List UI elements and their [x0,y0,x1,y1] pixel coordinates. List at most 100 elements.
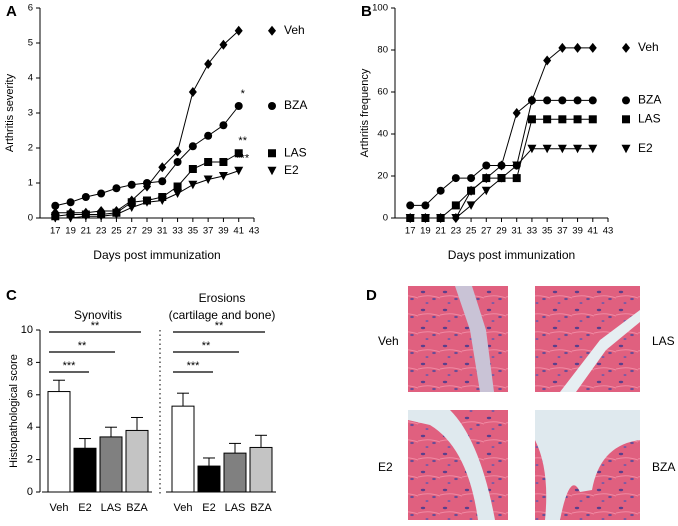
marker [204,158,213,166]
x-tick-label: 41 [587,226,598,237]
x-tick-label: 41 [233,226,244,237]
marker [143,179,151,187]
y-axis-label: Arthritis severity [4,73,16,152]
x-tick-label: 21 [435,226,446,237]
histology-image [535,286,640,392]
x-tick-label: 23 [96,226,107,237]
significance-label: *** [63,360,77,372]
x-tick-label: 23 [451,226,462,237]
marker [573,42,582,53]
y-tick-label: 20 [377,171,388,182]
marker [527,96,536,105]
x-tick-label: 27 [481,226,492,237]
x-tick-label: 37 [557,226,568,237]
cleft [455,286,494,392]
x-tick-label: 39 [218,226,229,237]
panel-letter: A [6,3,17,20]
y-tick-label: 2 [28,143,33,154]
x-tick-label: Veh [174,502,193,514]
significance-label: ** [91,320,100,332]
legend-marker [268,149,276,158]
joint-space [535,410,640,520]
y-tick-label: 0 [28,213,33,224]
marker [97,189,106,198]
x-tick-label: LAS [101,502,122,514]
marker [543,55,552,66]
y-tick-label: 1 [28,178,33,189]
marker [173,189,183,198]
marker [482,161,491,170]
significance-label: ** [215,320,224,332]
x-tick-label: 37 [203,226,214,237]
marker [173,158,182,166]
x-tick-label: Veh [50,502,69,514]
x-tick-label: 19 [65,226,76,237]
y-tick-label: 2 [27,454,33,466]
significance-label: *** [187,360,201,372]
legend-label: E2 [638,141,653,155]
marker [112,184,121,193]
x-tick-label: 25 [111,226,122,237]
marker [188,87,197,97]
x-axis-label: Days post immunization [448,248,575,262]
y-axis-label: Arthritis frequency [359,68,371,157]
y-tick-label: 10 [21,324,33,336]
marker [512,161,522,170]
marker [481,186,491,196]
marker [467,186,476,195]
panel-letter: C [6,287,17,304]
marker [127,180,136,189]
panel-letter: D [366,287,377,304]
y-tick-label: 60 [377,87,388,98]
marker [558,42,567,53]
legend-marker [268,102,276,110]
y-tick-label: 100 [372,3,388,14]
legend-marker [267,166,277,176]
significance-label: ** [78,340,87,352]
x-tick-label: E2 [202,502,215,514]
image [535,286,640,392]
legend-marker [621,144,631,154]
marker [573,115,582,124]
x-tick-label: 25 [466,226,477,237]
x-tick-label: 17 [50,226,61,237]
y-tick-label: 0 [383,213,388,224]
significance: * [241,88,246,100]
marker [203,175,213,184]
x-tick-label: E2 [78,502,91,514]
marker [127,203,137,212]
marker [219,121,228,130]
bar [47,391,71,493]
image-label: E2 [378,460,393,474]
y-tick-label: 0 [27,486,33,498]
bar [125,429,149,493]
group-title: (cartilage and bone) [169,308,276,322]
marker [234,149,243,158]
legend-label: BZA [284,98,307,112]
x-tick-label: 33 [172,226,183,237]
y-tick-label: 6 [27,389,33,401]
x-tick-label: 29 [496,226,507,237]
marker [50,214,60,223]
y-tick-label: 3 [28,108,33,119]
marker [451,201,460,210]
x-tick-label: 39 [572,226,583,237]
histology-image [535,410,640,520]
significance-label: ** [202,340,211,352]
marker [219,39,228,50]
marker [543,115,552,124]
marker [421,201,430,210]
marker [482,174,491,183]
marker [542,144,552,154]
marker [588,115,597,124]
marker [512,174,521,183]
marker [234,102,243,110]
marker [420,214,430,223]
marker [158,177,167,186]
marker [157,196,167,205]
y-tick-label: 6 [28,3,33,14]
x-tick-label: 43 [603,226,614,237]
group-title: Synovitis [74,308,122,322]
y-tick-label: 40 [377,129,388,140]
